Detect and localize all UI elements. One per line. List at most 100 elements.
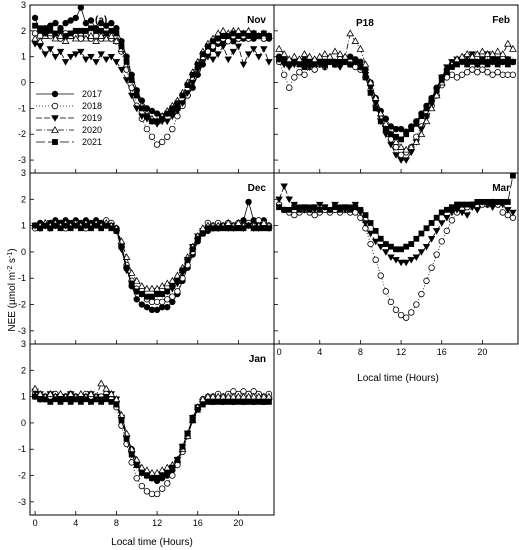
data-point bbox=[153, 490, 161, 498]
data-point bbox=[112, 37, 121, 44]
y-tick-label: 1 bbox=[21, 221, 26, 231]
data-point bbox=[113, 401, 120, 408]
data-point bbox=[31, 384, 39, 392]
data-point bbox=[127, 92, 136, 100]
data-point bbox=[403, 131, 410, 138]
data-point bbox=[138, 470, 145, 476]
panel-title: Feb bbox=[492, 15, 510, 26]
panel-frame bbox=[273, 172, 519, 345]
data-point bbox=[433, 214, 440, 221]
data-point bbox=[397, 143, 405, 150]
data-point bbox=[56, 389, 65, 397]
data-point bbox=[438, 77, 445, 83]
data-point bbox=[47, 225, 54, 232]
data-point bbox=[250, 225, 257, 232]
data-point bbox=[230, 30, 237, 37]
data-point bbox=[87, 32, 95, 39]
data-point bbox=[133, 105, 141, 113]
data-point bbox=[260, 225, 267, 232]
data-point bbox=[281, 206, 288, 213]
figure-label: (a) bbox=[95, 15, 107, 26]
data-point bbox=[463, 68, 471, 76]
data-point bbox=[102, 56, 110, 64]
data-point bbox=[265, 59, 273, 66]
data-point bbox=[474, 199, 481, 205]
data-point bbox=[52, 30, 59, 37]
series-line bbox=[34, 396, 270, 482]
data-point bbox=[428, 97, 435, 104]
data-point bbox=[123, 264, 130, 271]
data-point bbox=[72, 396, 79, 403]
data-point bbox=[402, 157, 410, 164]
data-point bbox=[463, 212, 471, 219]
data-point bbox=[107, 32, 116, 39]
data-point bbox=[219, 26, 228, 34]
series-2021 bbox=[276, 172, 516, 253]
data-point bbox=[427, 104, 436, 112]
data-point bbox=[504, 61, 511, 68]
data-point bbox=[316, 206, 323, 213]
data-point bbox=[484, 68, 491, 76]
data-point bbox=[174, 100, 181, 107]
legend-marker bbox=[51, 102, 59, 110]
data-point bbox=[143, 284, 151, 292]
legend-entry: 2017 bbox=[36, 89, 102, 99]
data-point bbox=[296, 68, 303, 76]
site-label: P18 bbox=[356, 18, 374, 29]
data-point bbox=[438, 209, 445, 216]
data-point bbox=[133, 296, 140, 303]
data-point bbox=[499, 199, 506, 205]
data-point bbox=[438, 220, 446, 227]
data-point bbox=[133, 474, 140, 482]
data-point bbox=[331, 47, 339, 55]
data-point bbox=[154, 118, 160, 125]
data-point bbox=[397, 157, 405, 164]
series-2021 bbox=[276, 56, 516, 143]
data-point bbox=[377, 272, 384, 279]
data-point bbox=[290, 52, 299, 60]
x-tick-label: 8 bbox=[358, 347, 363, 357]
data-point bbox=[184, 256, 191, 263]
data-point bbox=[397, 311, 405, 319]
data-point bbox=[87, 389, 95, 397]
data-point bbox=[291, 74, 298, 81]
data-point bbox=[215, 225, 221, 232]
data-point bbox=[412, 137, 421, 145]
data-point bbox=[301, 71, 308, 78]
data-point bbox=[103, 396, 110, 403]
data-point bbox=[220, 398, 227, 405]
series-2017 bbox=[31, 4, 273, 120]
data-point bbox=[194, 406, 201, 413]
data-point bbox=[454, 201, 460, 208]
data-point bbox=[336, 50, 344, 57]
data-point bbox=[483, 50, 492, 57]
data-point bbox=[255, 398, 262, 405]
data-point bbox=[351, 37, 360, 44]
data-point bbox=[367, 220, 374, 226]
data-point bbox=[31, 34, 39, 42]
data-point bbox=[281, 58, 288, 65]
data-point bbox=[388, 131, 394, 138]
data-point bbox=[372, 105, 379, 112]
data-point bbox=[153, 306, 161, 313]
data-point bbox=[112, 59, 121, 66]
data-point bbox=[159, 291, 166, 297]
series-2019 bbox=[275, 183, 517, 267]
data-point bbox=[464, 61, 471, 68]
data-point bbox=[403, 243, 410, 250]
data-point bbox=[494, 199, 501, 205]
y-axis-label: NEE (µmol m-2 s-1) bbox=[7, 248, 19, 331]
legend-marker bbox=[51, 90, 59, 98]
data-point bbox=[423, 105, 430, 112]
data-point bbox=[458, 209, 466, 217]
data-point bbox=[138, 301, 146, 308]
series-2021 bbox=[32, 393, 272, 482]
x-axis-label-mar: Local time (Hours) bbox=[357, 373, 439, 384]
data-point bbox=[352, 58, 359, 65]
data-point bbox=[479, 58, 486, 65]
data-point bbox=[230, 225, 237, 232]
data-point bbox=[164, 296, 171, 303]
x-tick-label: 4 bbox=[73, 518, 78, 528]
